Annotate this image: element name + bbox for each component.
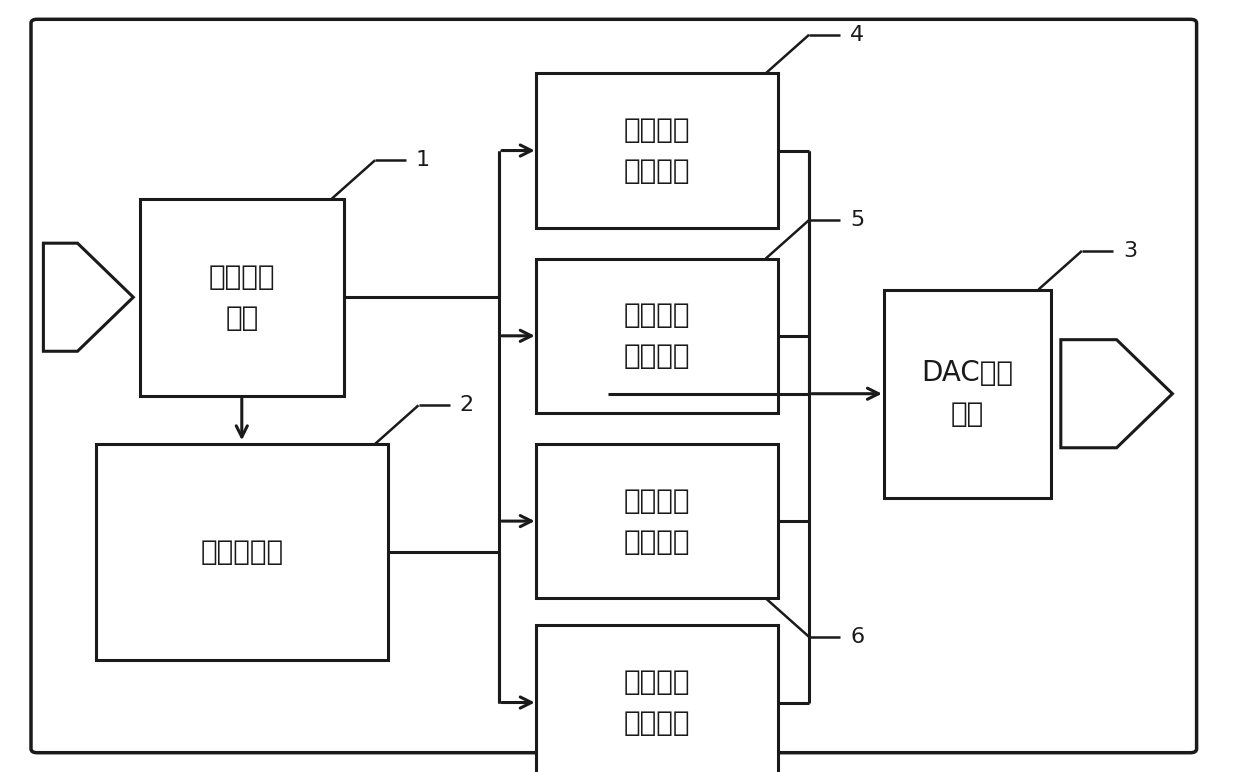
Text: 调制模式
控制模块: 调制模式 控制模块 xyxy=(624,486,691,556)
Bar xyxy=(536,73,779,228)
Text: 1: 1 xyxy=(417,151,430,170)
Bar xyxy=(97,444,387,660)
Text: 3: 3 xyxy=(1123,241,1137,261)
Text: DAC接口
模块: DAC接口 模块 xyxy=(921,359,1013,428)
Text: 2: 2 xyxy=(460,395,474,415)
Bar xyxy=(139,199,345,395)
Bar xyxy=(536,625,779,772)
Text: 总线接口
模块: 总线接口 模块 xyxy=(208,262,275,332)
Text: 5: 5 xyxy=(851,210,864,230)
Text: 扫描模式
控制模块: 扫描模式 控制模块 xyxy=(624,301,691,371)
Text: 4: 4 xyxy=(851,25,864,45)
Text: 正常模式
控制模块: 正常模式 控制模块 xyxy=(624,116,691,185)
Bar xyxy=(536,259,779,413)
Text: 寄存器模块: 寄存器模块 xyxy=(200,538,284,566)
Text: 编程模式
控制模块: 编程模式 控制模块 xyxy=(624,668,691,737)
FancyBboxPatch shape xyxy=(31,19,1197,753)
Text: 6: 6 xyxy=(851,627,864,647)
Polygon shape xyxy=(1060,340,1173,448)
Bar xyxy=(536,444,779,598)
Polygon shape xyxy=(43,243,134,351)
Bar xyxy=(883,290,1052,498)
